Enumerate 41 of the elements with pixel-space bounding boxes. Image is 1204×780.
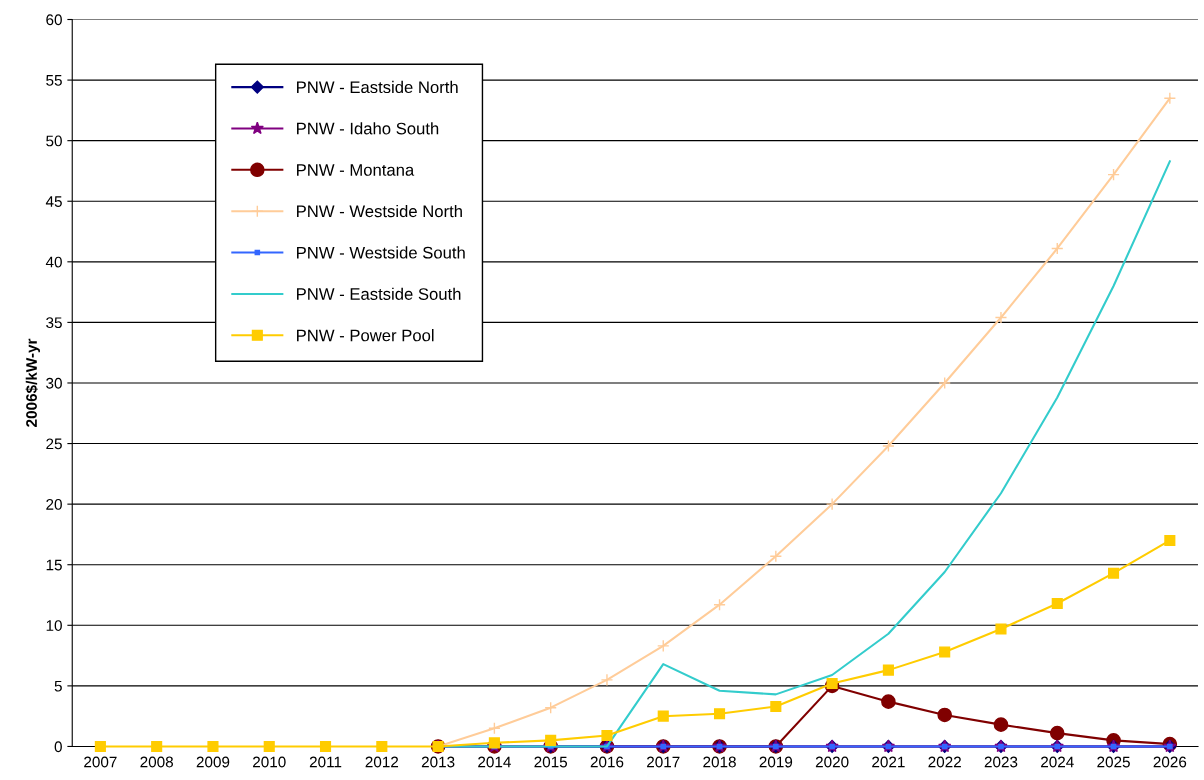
x-tick-label: 2025: [1097, 756, 1130, 768]
x-tick-label: 2015: [534, 756, 568, 768]
y-tick-label: 30: [46, 377, 62, 389]
x-tick-label: 2019: [759, 756, 793, 768]
y-axis-title: 2006$/kW-yr: [25, 338, 40, 427]
x-tick-label: 2011: [309, 756, 342, 768]
x-tick-label: 2026: [1153, 756, 1187, 768]
y-tick-label: 60: [46, 14, 62, 26]
legend-label: PNW - Power Pool: [297, 329, 434, 342]
x-tick-label: 2020: [815, 756, 849, 768]
y-tick-label: 50: [46, 135, 62, 147]
x-tick-label: 2018: [703, 756, 736, 768]
x-tick-label: 2023: [984, 756, 1018, 768]
x-tick-label: 2009: [196, 756, 230, 768]
legend-label: PNW - Westside South: [297, 246, 465, 259]
y-tick-label: 55: [46, 75, 62, 86]
x-tick-label: 2024: [1041, 756, 1074, 768]
y-tick-label: 45: [45, 196, 62, 207]
x-tick-label: 2016: [590, 756, 624, 768]
x-tick-label: 2022: [928, 756, 961, 768]
y-tick-label: 20: [46, 499, 62, 510]
y-tick-label: 35: [46, 317, 62, 329]
x-tick-label: 2007: [84, 756, 117, 768]
legend-label: PNW - Westside North: [297, 204, 462, 218]
legend-label: PNW - Eastside North: [297, 80, 458, 94]
x-tick-label: 2012: [365, 756, 399, 768]
x-tick-label: 2014: [478, 756, 511, 768]
y-tick-label: 0: [54, 741, 62, 753]
y-tick-label: 15: [46, 559, 62, 571]
y-tick-label: 5: [54, 680, 62, 692]
legend-label: PNW - Eastside South: [297, 287, 461, 300]
x-tick-label: 2017: [647, 756, 680, 768]
x-tick-label: 2008: [140, 756, 173, 768]
x-tick-label: 2010: [253, 756, 286, 768]
legend-label: PNW - Montana: [297, 164, 415, 176]
x-tick-label: 2013: [421, 756, 455, 768]
x-tick-label: 2021: [872, 756, 905, 768]
y-tick-label: 25: [46, 438, 62, 450]
legend-label: PNW - Idaho South: [297, 122, 439, 135]
y-tick-label: 40: [45, 256, 62, 268]
y-tick-label: 10: [46, 620, 62, 631]
